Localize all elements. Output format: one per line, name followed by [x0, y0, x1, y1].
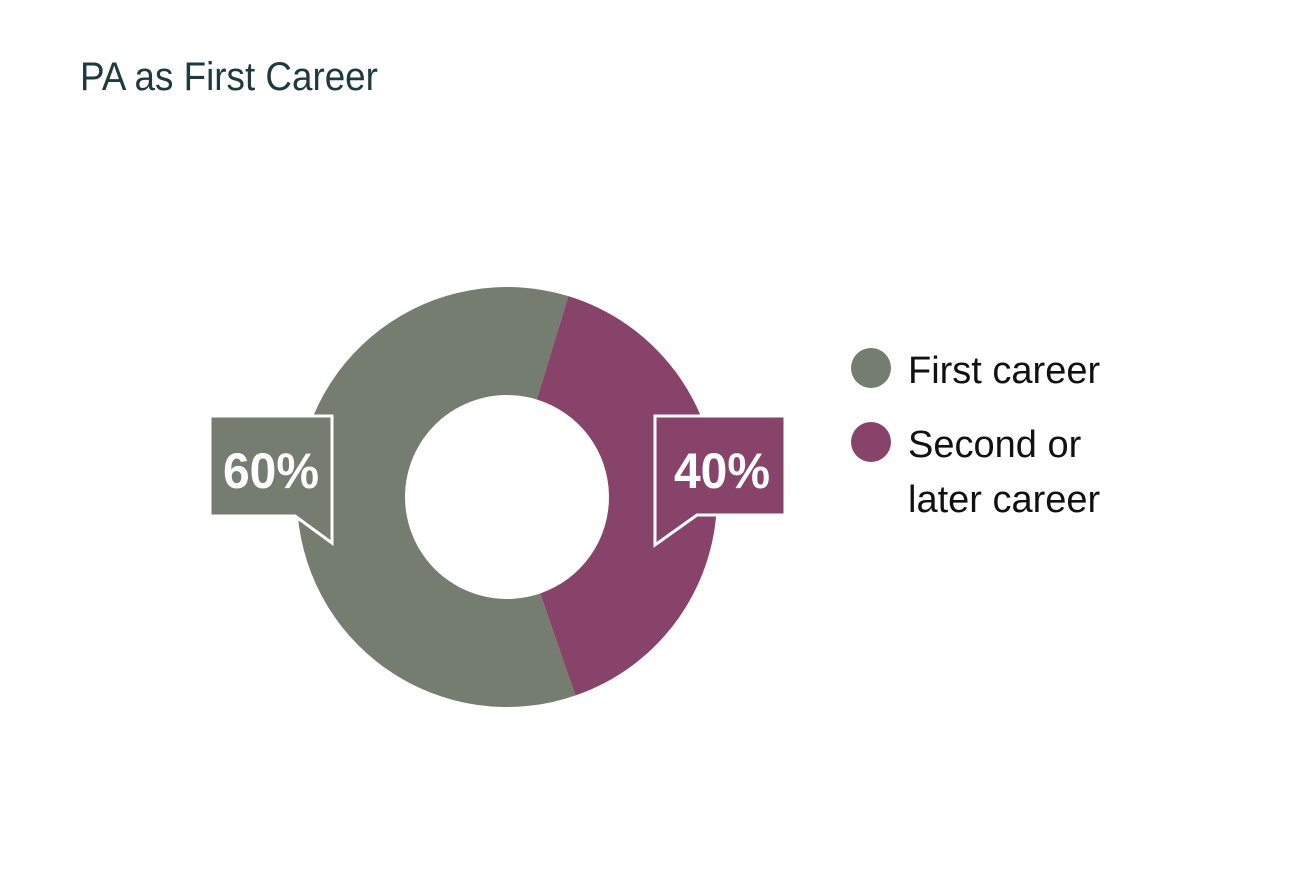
data-label-1: 60%	[223, 443, 319, 499]
legend-label-1: First career	[908, 350, 1100, 392]
legend-marker-1	[851, 348, 891, 388]
chart-title: PA as First Career	[80, 55, 378, 99]
data-label-2: 40%	[674, 443, 770, 499]
donut-slice-2	[536, 296, 717, 696]
legend-marker-2	[851, 422, 891, 462]
data-label-callout-1	[208, 414, 334, 546]
legend-label-2: Second or	[908, 424, 1082, 466]
legend-label-2: later career	[908, 479, 1101, 521]
data-label-callout-2	[653, 414, 787, 548]
donut-slice-1	[297, 287, 576, 707]
